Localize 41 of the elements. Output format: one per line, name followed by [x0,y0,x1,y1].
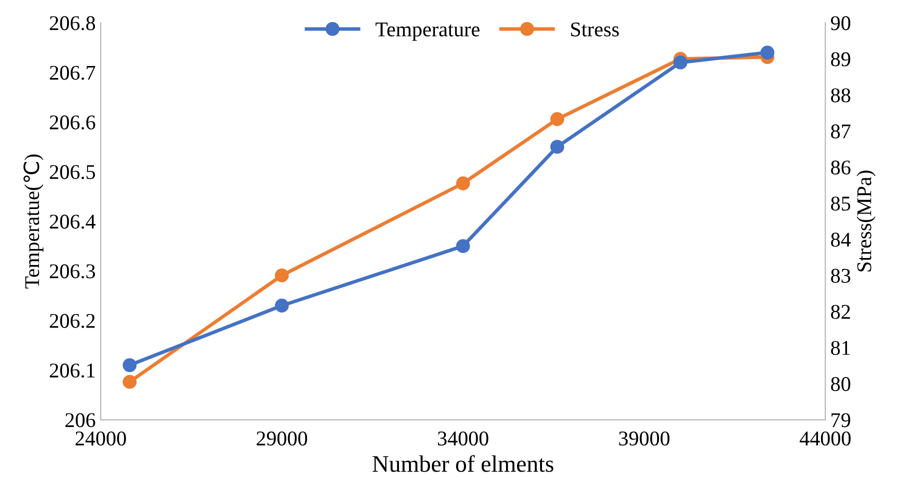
y-tick-label: 206.4 [50,214,96,229]
y2-tick-label: 90 [830,16,850,30]
y2-tick-label: 85 [831,196,850,211]
y-tick-label: 206.6 [50,115,96,130]
point [274,298,289,313]
point [456,239,470,254]
x-tick-label: 24000 [76,431,126,446]
y2-tick-label: 88 [831,88,850,102]
y2-tick-label: 79 [832,413,850,428]
y2-tick-label: 87 [831,124,850,138]
legend-label: Temperature [376,22,480,41]
y2-axis-title: Stress(MPa) [856,170,876,272]
y2-tick-label: 86 [831,160,850,175]
y2-tick-label: 81 [831,340,850,356]
y2-tick-label: 89 [831,52,850,66]
point [122,374,137,389]
y2-tick-label: 82 [831,304,850,319]
x-tick-label: 29000 [256,431,308,446]
y2-tick-label: 83 [831,268,850,283]
point [760,46,774,60]
point [274,268,289,282]
y-tick-label: 206.1 [50,364,95,378]
legend-label: Stress [571,22,619,36]
x-tick-label: 44000 [800,431,851,446]
point [550,140,564,154]
x-axis-title: Number of elments [372,455,554,472]
y-tick-label: 206 [65,413,96,428]
point [456,176,470,190]
y-tick-label: 206.3 [50,264,95,278]
y-tick-label: 206.7 [50,66,96,80]
y-tick-label: 206.5 [50,165,95,180]
y-tick-label: 206.8 [50,16,96,30]
point [122,358,137,372]
y-tick-label: 206.2 [50,314,95,328]
x-tick-label: 34000 [438,431,488,446]
point [673,56,688,70]
y2-tick-label: 84 [831,232,851,247]
x-tick-label: 39000 [619,431,670,446]
y-axis-title: Temperatue(℃) [23,154,44,289]
y2-tick-label: 80 [831,377,850,392]
point [550,112,564,126]
